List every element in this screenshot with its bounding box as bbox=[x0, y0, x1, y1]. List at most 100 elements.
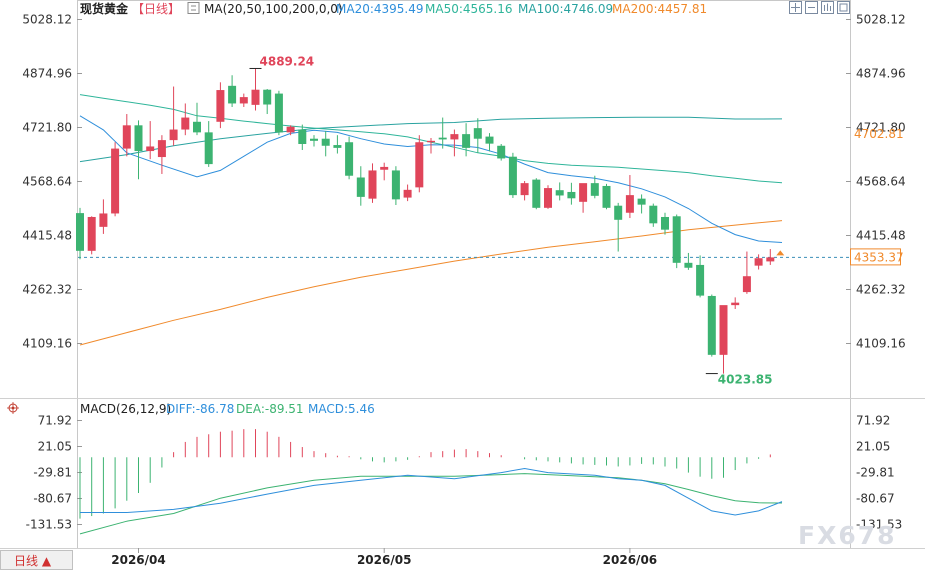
candle-body bbox=[356, 177, 365, 197]
price-tick-label-left: 4568.64 bbox=[22, 175, 72, 189]
bar-chart-button[interactable] bbox=[821, 1, 834, 14]
zoom-out-button[interactable] bbox=[805, 1, 818, 14]
candle-body bbox=[134, 125, 143, 152]
candle-body bbox=[473, 128, 482, 139]
price-tick-label-right: 5028.12 bbox=[856, 13, 906, 27]
candle-body bbox=[579, 183, 588, 202]
candle-body bbox=[672, 216, 681, 263]
last-price-tag: 4353.37 bbox=[854, 250, 904, 264]
candle-body bbox=[228, 85, 237, 104]
last-price-arrow-icon bbox=[776, 250, 785, 256]
candle-body bbox=[602, 185, 611, 208]
ma20-legend: MA20:4395.49 bbox=[336, 2, 424, 16]
candle-body bbox=[520, 183, 529, 196]
macd-tick-label-right: -80.67 bbox=[856, 492, 895, 506]
macd-diff-line bbox=[80, 467, 783, 516]
period-label: 【日线】 bbox=[132, 2, 180, 16]
crosshair-button[interactable] bbox=[789, 1, 802, 14]
candle-body bbox=[719, 305, 728, 355]
candle-body bbox=[263, 89, 272, 105]
xaxis-label: 2026/04 bbox=[111, 553, 165, 567]
candle-body bbox=[181, 117, 190, 130]
candle-body bbox=[169, 129, 178, 141]
macd-tick-label-left: -29.81 bbox=[33, 466, 72, 480]
candle-body bbox=[707, 295, 716, 355]
candle-body bbox=[251, 89, 260, 105]
candle-body bbox=[204, 132, 213, 165]
ma100-legend: MA100:4746.09 bbox=[518, 2, 613, 16]
price-tick-label-right: 4874.96 bbox=[856, 67, 906, 81]
price-tick-label-left: 4415.48 bbox=[22, 229, 72, 243]
chart-frame bbox=[77, 0, 851, 549]
macd-tick-label-right: -29.81 bbox=[856, 466, 895, 480]
price-tick-label-left: 4109.16 bbox=[22, 337, 72, 351]
candle-body bbox=[333, 145, 342, 148]
price-tick-label-right: 4721.80 bbox=[856, 121, 906, 135]
ma200-price-tag: 4702.81 bbox=[854, 127, 904, 141]
candle-body bbox=[286, 126, 295, 133]
candle-body bbox=[544, 188, 552, 208]
candle-body bbox=[567, 191, 576, 199]
candle-body bbox=[462, 134, 471, 148]
candle-body bbox=[298, 129, 307, 145]
candle-body bbox=[310, 138, 318, 141]
price-tick-label-right: 4109.16 bbox=[856, 337, 906, 351]
macd-tick-label-right: 71.92 bbox=[856, 414, 890, 428]
settings-icon[interactable] bbox=[187, 2, 200, 14]
watermark: FX678 bbox=[798, 521, 897, 550]
macd-title: MACD(26,12,9) bbox=[80, 402, 171, 416]
candle-body bbox=[239, 97, 248, 104]
candle-body bbox=[321, 138, 330, 146]
ma200-legend: MA200:4457.81 bbox=[612, 2, 707, 16]
candle-body bbox=[345, 142, 354, 176]
price-tick-label-left: 5028.12 bbox=[22, 13, 72, 27]
candle-body bbox=[111, 148, 120, 214]
candle-body bbox=[438, 137, 447, 140]
candle-body bbox=[684, 262, 693, 268]
candle-body bbox=[497, 145, 506, 159]
candle-body bbox=[87, 216, 96, 251]
price-tick-label-right: 4415.48 bbox=[856, 229, 906, 243]
candle-body bbox=[742, 276, 751, 293]
candle-body bbox=[555, 190, 564, 196]
last-price-tag-box bbox=[850, 248, 901, 266]
candle-body bbox=[391, 170, 400, 200]
instrument-title: 现货黄金 bbox=[80, 1, 129, 16]
candle-body bbox=[99, 213, 108, 227]
candle-body bbox=[625, 195, 634, 213]
ma100-line bbox=[79, 116, 783, 163]
macd-dea-line bbox=[79, 473, 783, 535]
candle-body bbox=[766, 257, 775, 262]
macd-tick-label-right: -131.53 bbox=[856, 518, 902, 532]
candle-body bbox=[415, 142, 424, 188]
candle-body bbox=[274, 93, 283, 133]
candle-body bbox=[76, 213, 84, 251]
macd-settings-icon[interactable] bbox=[7, 402, 19, 414]
price-tick-label-left: 4262.32 bbox=[22, 283, 72, 297]
candle-body bbox=[614, 205, 623, 220]
window-button[interactable] bbox=[837, 1, 850, 14]
candle-body bbox=[193, 121, 201, 133]
candle-body bbox=[696, 264, 705, 296]
candle-body bbox=[157, 140, 166, 158]
macd-tick-label-left: 21.05 bbox=[38, 440, 72, 454]
price-tick-label-right: 4568.64 bbox=[856, 175, 906, 189]
macd-value-legend: MACD:5.46 bbox=[308, 402, 375, 416]
candle-body bbox=[380, 166, 389, 170]
candle-body bbox=[637, 198, 646, 205]
candle-body bbox=[649, 205, 658, 224]
candle-body bbox=[731, 302, 740, 306]
candle-body bbox=[368, 170, 377, 199]
period-switch-button[interactable]: 日线 ▲ bbox=[0, 550, 73, 570]
candle-body bbox=[508, 156, 517, 196]
ma50-legend: MA50:4565.16 bbox=[425, 2, 513, 16]
high-label: 4889.24 bbox=[260, 54, 315, 68]
macd-dea-legend: DEA:-89.51 bbox=[236, 402, 304, 416]
candle-body bbox=[590, 183, 599, 196]
period-switch-label: 日线 ▲ bbox=[14, 554, 52, 568]
macd-diff-legend: DIFF:-86.78 bbox=[166, 402, 234, 416]
candle-body bbox=[427, 140, 435, 143]
candle-body bbox=[403, 189, 412, 198]
